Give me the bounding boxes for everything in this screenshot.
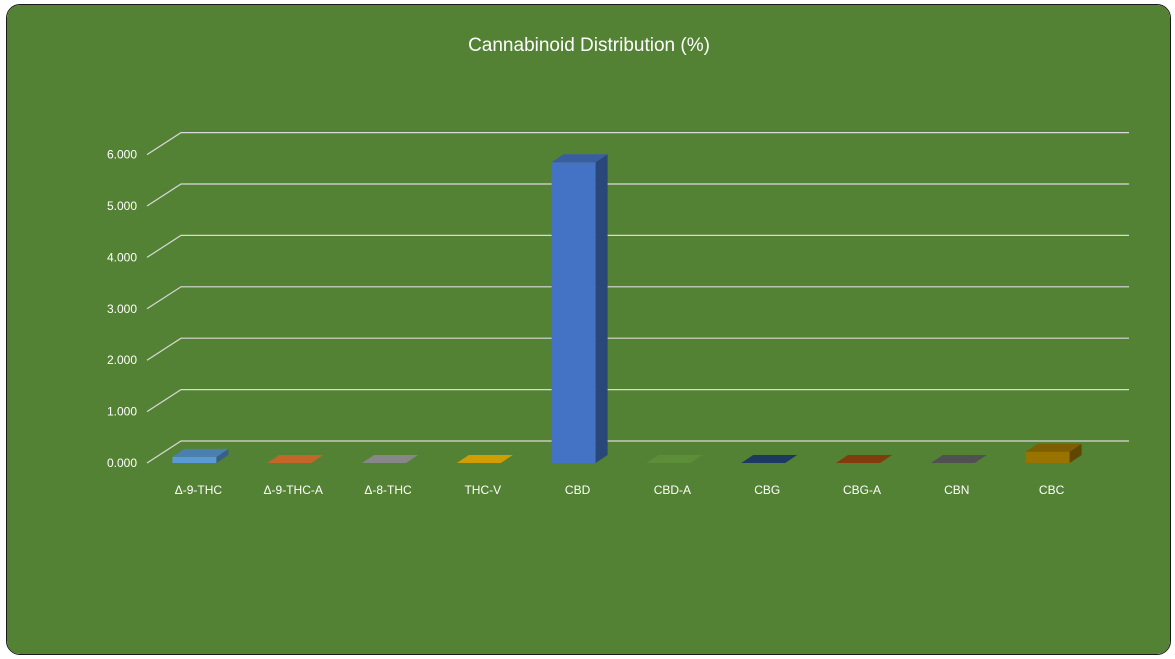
gridline	[146, 389, 1129, 413]
bar-side	[1069, 443, 1082, 463]
x-axis-ticks: Δ-9-THC Δ-9-THC-A Δ-8-THC THC-V CBD CBD-A CBG C…	[175, 483, 1065, 497]
bar	[172, 448, 229, 463]
bar-top	[836, 455, 892, 463]
bar	[1025, 443, 1082, 463]
x-tick-label: CBN	[944, 483, 969, 497]
x-tick-label: CBD	[565, 483, 591, 497]
y-tick-label: 3.000	[107, 302, 137, 316]
bar-top	[267, 455, 324, 463]
bar	[646, 455, 703, 463]
y-tick-label: 1.000	[107, 405, 137, 419]
bar	[551, 154, 608, 463]
bar-top	[551, 154, 608, 163]
bar	[836, 455, 892, 463]
x-tick-label: CBG-A	[843, 483, 881, 497]
bars	[172, 154, 1082, 463]
x-tick-label: CBD-A	[654, 483, 691, 497]
bar	[930, 455, 987, 463]
gridline	[146, 131, 1129, 156]
y-tick-label: 6.000	[107, 148, 137, 162]
gridlines	[146, 131, 1129, 464]
y-tick-label: 0.000	[107, 456, 137, 470]
x-tick-label: THC-V	[464, 483, 501, 497]
bar-top	[1025, 443, 1082, 452]
bar	[741, 455, 798, 463]
gridline	[146, 234, 1129, 258]
x-tick-label: Δ-8-THC	[364, 483, 412, 497]
bar-side	[216, 448, 229, 463]
x-tick-label: Δ-9-THC-A	[264, 483, 323, 497]
bar-front	[1025, 451, 1070, 463]
y-tick-label: 4.000	[107, 250, 137, 264]
gridline	[146, 337, 1129, 361]
y-tick-label: 5.000	[107, 199, 137, 213]
bar	[362, 455, 418, 463]
bar-top	[930, 455, 987, 463]
bar-side	[595, 154, 608, 463]
chart-title: Cannabinoid Distribution (%)	[468, 35, 710, 56]
x-tick-label: Δ-9-THC	[175, 483, 223, 497]
chart-area: Cannabinoid Distribution (%) 0.000 1.000 2…	[6, 4, 1171, 655]
bar-front	[551, 162, 596, 463]
bar-top	[362, 455, 418, 463]
y-axis-ticks: 0.000 1.000 2.000 3.000 4.000 5.000 6.000	[107, 148, 137, 470]
bar-front	[172, 456, 217, 463]
bar-top	[172, 448, 229, 457]
x-tick-label: CBG	[754, 483, 780, 497]
bar-top	[456, 455, 513, 463]
gridline	[146, 183, 1129, 207]
y-tick-label: 2.000	[107, 353, 137, 367]
x-tick-label: CBC	[1039, 483, 1065, 497]
bar-top	[646, 455, 703, 463]
gridline	[146, 286, 1129, 310]
bar-top	[741, 455, 798, 463]
bar	[456, 455, 513, 463]
gridline	[146, 440, 1129, 464]
bar	[267, 455, 324, 463]
cannabinoid-bar-chart: Cannabinoid Distribution (%) 0.000 1.000 2…	[7, 5, 1170, 654]
